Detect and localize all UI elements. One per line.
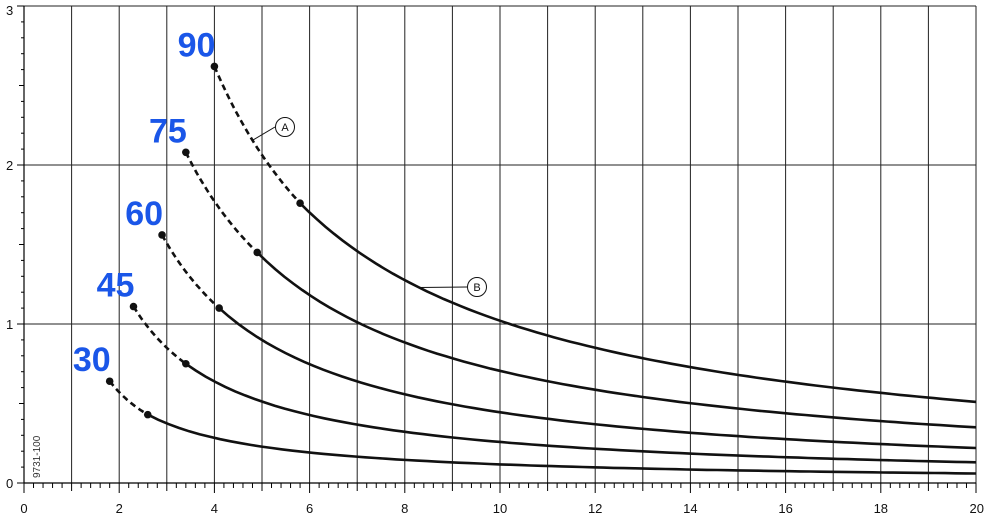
series-60-start-point [158,231,166,239]
callouts-layer: AB [252,117,487,297]
series-45-transition-point [182,359,190,368]
series-60-solid-segment [218,307,977,450]
callout-A-circle [275,117,295,137]
callout-B-circle [467,277,487,297]
x-tick-label: 6 [306,501,313,516]
y-tick-label: 1 [6,317,13,332]
x-tick-label: 0 [20,501,27,516]
series-30-start-point [105,377,114,386]
axes-layer [17,5,977,493]
curves-layer [105,62,977,475]
x-tick-label: 16 [778,501,792,516]
series-45-solid-segment [185,362,977,464]
x-tick-label: 2 [116,501,123,516]
series-75-dashed-segment [184,151,259,254]
series-75-solid-segment [256,251,977,429]
series-30-dashed-segment [108,380,149,416]
series-60-transition-point [215,304,223,312]
x-tick-label: 20 [970,501,984,516]
series-label-30: 30 [73,341,111,379]
callout-B-letter: B [473,282,480,294]
callout-A-leader [252,126,276,141]
y-tick-label: 2 [6,158,13,173]
x-tick-label: 14 [683,501,697,516]
series-90-transition-point [296,199,304,207]
series-90-solid-segment [299,202,977,404]
series-30-solid-segment [147,413,977,475]
x-tick-label: 18 [874,501,888,516]
series-45-start-point [129,302,138,311]
series-60-dashed-segment [160,234,221,310]
series-75-start-point [182,148,190,157]
series-label-90: 90 [178,26,216,64]
series-90-dashed-segment [213,65,302,205]
figure-code: 9731-100 [32,435,43,478]
series-30-transition-point [143,410,152,419]
y-tick-label: 3 [6,3,13,18]
x-tick-label: 12 [588,501,602,516]
x-tick-label: 10 [493,501,507,516]
series-90-start-point [210,62,219,71]
y-tick-label: 0 [6,476,13,491]
series-label-45: 45 [97,267,135,305]
series-label-75: 75 [149,112,187,150]
x-tick-label: 4 [211,501,218,516]
callout-A-letter: A [281,122,289,134]
x-tick-label: 8 [401,501,408,516]
series-45-dashed-segment [132,305,187,365]
series-label-60: 60 [125,195,163,233]
series-75-transition-point [253,248,262,257]
